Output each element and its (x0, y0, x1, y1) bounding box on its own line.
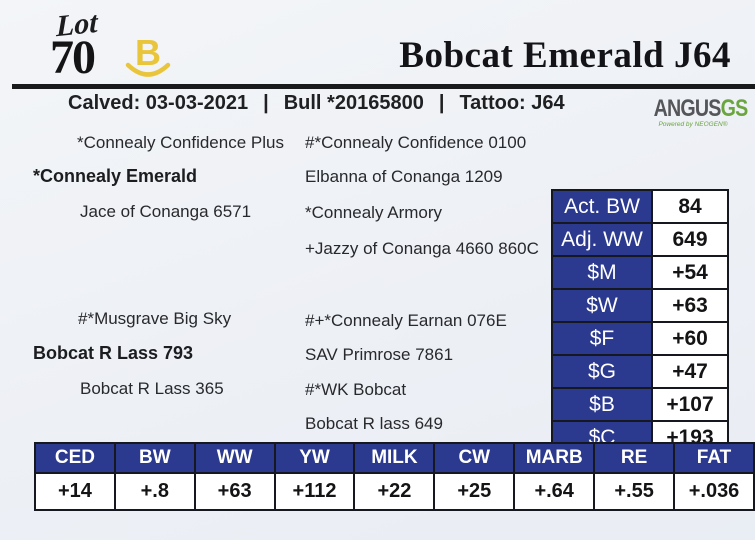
table-row: $W +63 (551, 288, 729, 323)
pedigree-dam: Bobcat R Lass 793 (33, 343, 194, 363)
epd-value: +.64 (513, 472, 596, 511)
animal-info-line: Calved: 03-03-2021 | Bull *20165800 | Tattoo… (68, 92, 565, 115)
epd-header: BW (113, 442, 196, 474)
pedigree-sire-ancestor: Elbanna of Conanga 1209 (305, 167, 503, 186)
lot-number: 70 (50, 31, 96, 84)
epd-value: +.55 (593, 472, 676, 511)
epd-value-row: +14 +.8 +63 +112 +22 +25 +.64 +.55 +.036 (34, 472, 755, 511)
pedigree-sire: *Connealy Emerald (33, 166, 198, 186)
pedigree-dam-ancestor: SAV Primrose 7861 (305, 345, 454, 364)
dollar-label: $F (551, 321, 653, 356)
epd-value: +112 (273, 472, 356, 511)
table-row: $B +107 (551, 387, 729, 422)
dollar-label: $B (551, 387, 653, 422)
weight-value: 649 (651, 222, 729, 257)
registration-number: Bull *20165800 (283, 92, 424, 114)
pedigree-dam-sire: #*Musgrave Big Sky (78, 309, 232, 328)
calved-date: Calved: 03-03-2021 (68, 92, 249, 114)
epd-header: WW (193, 442, 276, 474)
pedigree-sire-ancestor: #*Connealy Confidence 0100 (305, 133, 527, 152)
separator: | (438, 92, 445, 114)
dollar-value: +54 (651, 255, 729, 290)
epd-value: +.8 (113, 472, 196, 511)
dollar-label: $G (551, 354, 653, 389)
pedigree-sire-ancestor: +Jazzy of Conanga 4660 860C (305, 239, 539, 258)
epd-value: +63 (193, 472, 276, 511)
epd-value: +22 (353, 472, 436, 511)
epd-header-row: CED BW WW YW MILK CW MARB RE FAT (34, 442, 755, 474)
angus-gs-logo: ANGUSGS Powered by NEOGEN® (645, 95, 749, 128)
angus-gs-wordmark: ANGUSGS (653, 95, 749, 123)
epd-header: MARB (513, 442, 596, 474)
table-row: $F +60 (551, 321, 729, 356)
angus-text: ANGUS (653, 95, 722, 122)
angus-tagline: Powered by NEOGEN® (658, 121, 728, 128)
dollar-values-table: $M +54 $W +63 $F +60 $G +47 $B +107 $C +… (551, 255, 729, 455)
dollar-value: +47 (651, 354, 729, 389)
epd-header: CED (34, 442, 116, 474)
epd-value: +.036 (673, 472, 755, 511)
table-row: Adj. WW 649 (551, 222, 729, 257)
pedigree-dam-ancestor: Bobcat R lass 649 (305, 414, 443, 433)
pedigree-sire-sire: *Connealy Confidence Plus (77, 133, 284, 152)
dollar-value: +107 (651, 387, 729, 422)
page-title: Bobcat Emerald J64 (399, 35, 731, 76)
tattoo: Tattoo: J64 (459, 92, 565, 114)
table-row: Act. BW 84 (551, 189, 729, 224)
pedigree-dam-ancestor: #*WK Bobcat (305, 380, 407, 399)
weights-table: Act. BW 84 Adj. WW 649 (551, 189, 729, 257)
epd-value: +14 (34, 472, 116, 511)
epd-header: YW (273, 442, 356, 474)
gs-text: GS (720, 95, 749, 122)
brand-letter: B (135, 34, 161, 73)
dollar-value: +63 (651, 288, 729, 323)
weight-label: Act. BW (551, 189, 653, 224)
header-divider (12, 84, 755, 89)
pedigree-dam-ancestor: #+*Connealy Earnan 076E (305, 311, 507, 330)
pedigree-sire-ancestor: *Connealy Armory (305, 203, 443, 222)
brand-rocker-arc (125, 62, 171, 77)
weight-value: 84 (651, 189, 729, 224)
dollar-label: $W (551, 288, 653, 323)
epd-header: CW (433, 442, 516, 474)
table-row: $M +54 (551, 255, 729, 290)
pedigree-sire-dam: Jace of Conanga 6571 (80, 202, 252, 221)
epd-header: MILK (353, 442, 436, 474)
epd-header: FAT (673, 442, 755, 474)
dollar-label: $M (551, 255, 653, 290)
epd-header: RE (593, 442, 676, 474)
bobcat-brand-icon: B (120, 32, 176, 89)
pedigree-dam-dam: Bobcat R Lass 365 (80, 379, 224, 398)
epd-table: CED BW WW YW MILK CW MARB RE FAT +14 +.8… (34, 442, 755, 511)
epd-value: +25 (433, 472, 516, 511)
weight-label: Adj. WW (551, 222, 653, 257)
separator: | (263, 92, 269, 114)
table-row: $G +47 (551, 354, 729, 389)
dollar-value: +60 (651, 321, 729, 356)
